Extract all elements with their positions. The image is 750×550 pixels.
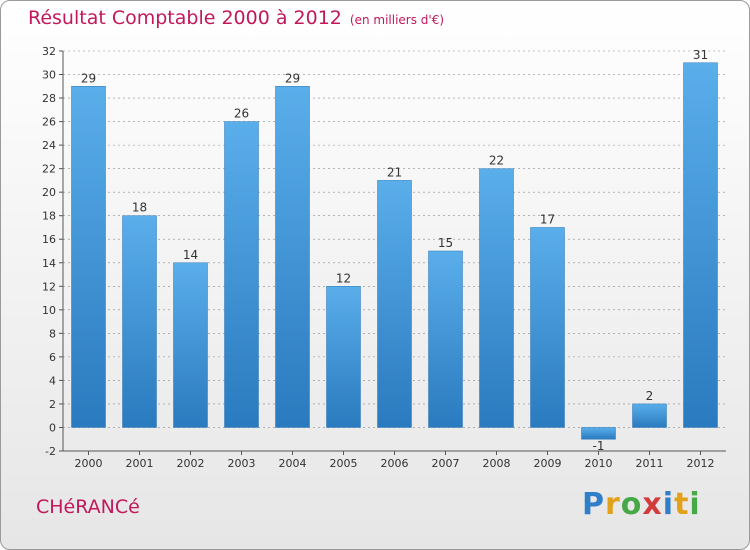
- commune-name: CHéRANCé: [36, 496, 140, 518]
- bar: [224, 121, 259, 428]
- y-tick-label: 18: [42, 210, 56, 223]
- data-label: 26: [234, 107, 249, 121]
- data-label: 17: [540, 212, 555, 226]
- bar: [377, 180, 412, 428]
- data-label: 18: [132, 201, 147, 215]
- bar: [275, 86, 310, 428]
- chart-title: Résultat Comptable 2000 à 2012 (en millie…: [28, 7, 444, 29]
- x-tick-label: 2003: [228, 457, 256, 470]
- x-tick-label: 2011: [636, 457, 664, 470]
- proxiti-logo: Proxiti: [582, 487, 701, 522]
- y-tick-label: 28: [42, 92, 56, 105]
- y-tick-label: 26: [42, 116, 56, 129]
- x-tick-label: 2002: [177, 457, 205, 470]
- x-tick-label: 2012: [687, 457, 715, 470]
- chart-subtitle: (en milliers d'€): [349, 13, 445, 27]
- bar: [428, 250, 463, 428]
- bar: [632, 403, 667, 428]
- x-tick-label: 2010: [585, 457, 613, 470]
- bar: [581, 427, 616, 440]
- bar: [530, 227, 565, 428]
- bar: [479, 168, 514, 428]
- data-label: 21: [387, 165, 402, 179]
- y-tick-label: 22: [42, 163, 56, 176]
- y-tick-label: 16: [42, 233, 56, 246]
- bar: [326, 286, 361, 428]
- y-tick-label: 4: [49, 374, 56, 387]
- y-tick-label: 12: [42, 280, 56, 293]
- data-label: 2: [646, 389, 654, 403]
- x-tick-label: 2008: [483, 457, 511, 470]
- data-label: -1: [593, 439, 605, 453]
- x-tick-label: 2005: [330, 457, 358, 470]
- x-tick-label: 2000: [75, 457, 103, 470]
- data-label: 29: [285, 71, 300, 85]
- x-tick-label: 2004: [279, 457, 307, 470]
- data-label: 14: [183, 248, 198, 262]
- x-tick-label: 2006: [381, 457, 409, 470]
- y-tick-label: -2: [45, 445, 56, 458]
- x-tick-label: 2007: [432, 457, 460, 470]
- y-tick-label: 8: [49, 327, 56, 340]
- bar: [173, 262, 208, 428]
- data-label: 29: [81, 71, 96, 85]
- y-tick-label: 24: [42, 139, 56, 152]
- x-tick-label: 2001: [126, 457, 154, 470]
- bar: [122, 215, 157, 428]
- data-label: 12: [336, 271, 351, 285]
- data-label: 15: [438, 236, 453, 250]
- y-tick-label: 10: [42, 304, 56, 317]
- bar: [683, 62, 718, 428]
- y-tick-label: 20: [42, 186, 56, 199]
- bar: [71, 86, 106, 428]
- y-tick-label: 0: [49, 421, 56, 434]
- y-tick-label: 30: [42, 69, 56, 82]
- x-tick-label: 2009: [534, 457, 562, 470]
- y-tick-label: 2: [49, 398, 56, 411]
- y-tick-label: 6: [49, 351, 56, 364]
- title-text: Résultat Comptable 2000 à 2012: [28, 7, 342, 29]
- y-tick-label: 32: [42, 45, 56, 58]
- y-tick-label: 14: [42, 257, 56, 270]
- data-label: 31: [693, 48, 708, 62]
- data-label: 22: [489, 154, 504, 168]
